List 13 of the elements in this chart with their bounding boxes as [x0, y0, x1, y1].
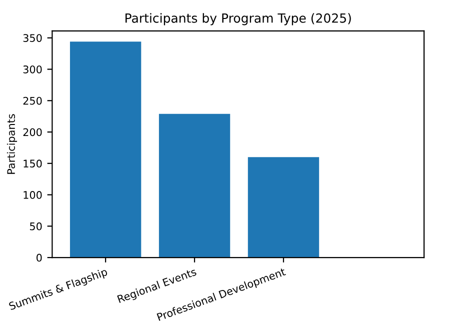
y-tick-label: 150 — [24, 160, 42, 168]
bar — [248, 157, 320, 258]
y-tick-label: 0 — [36, 254, 42, 262]
y-tick-label: 250 — [23, 96, 42, 105]
y-axis-title: Participants — [6, 114, 18, 174]
y-tick-label: 300 — [23, 65, 42, 74]
y-tick-label: 100 — [24, 191, 42, 199]
y-tick-label: 350 — [23, 34, 42, 42]
bar — [70, 42, 142, 258]
bar — [158, 114, 230, 258]
chart-title: Participants by Program Type (2025) — [126, 13, 351, 26]
y-tick-label: 50 — [30, 222, 42, 230]
y-tick-label: 200 — [23, 128, 42, 136]
